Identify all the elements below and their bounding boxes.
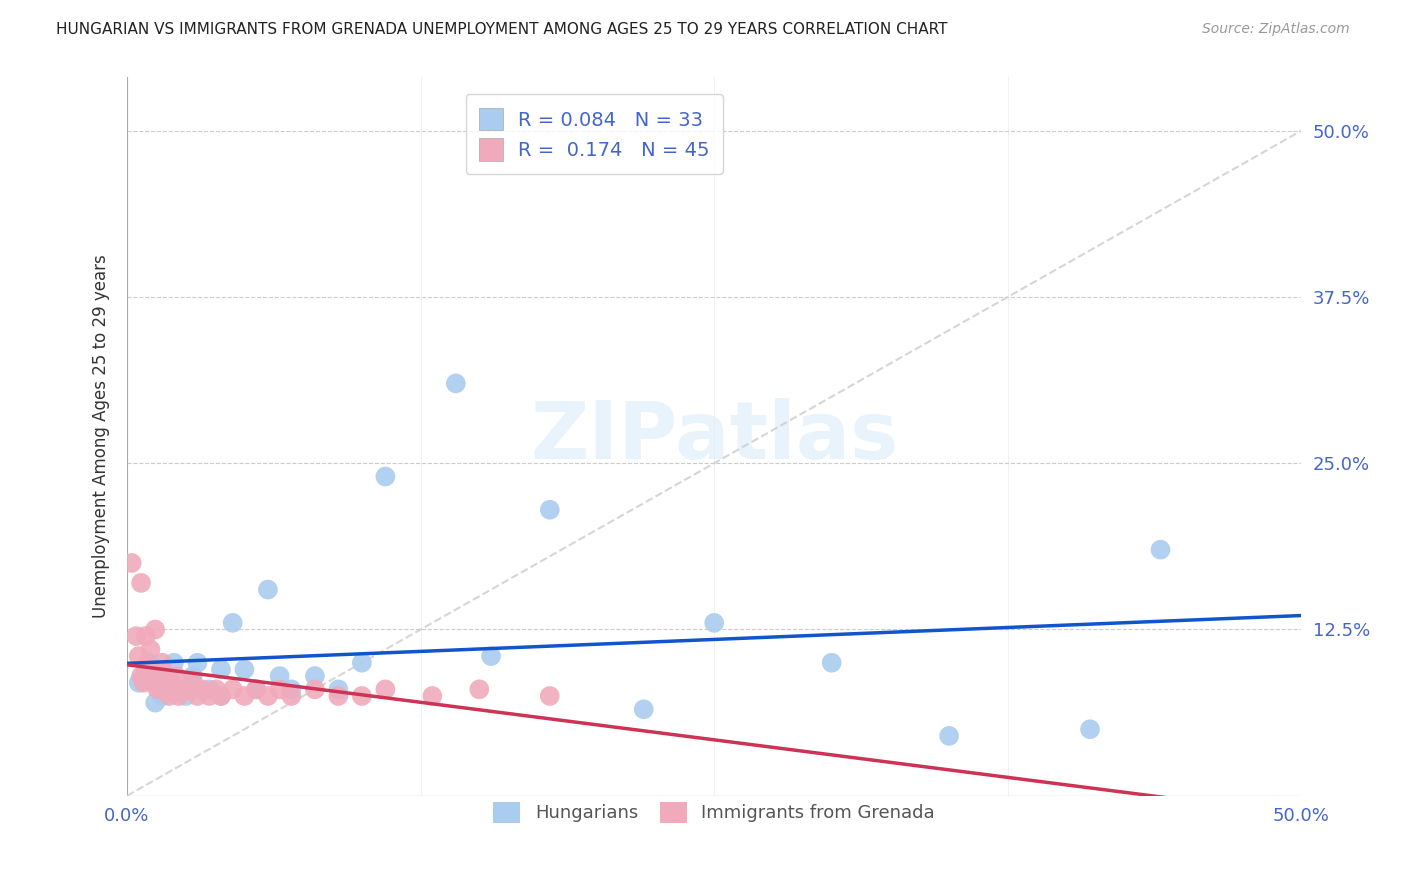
Text: HUNGARIAN VS IMMIGRANTS FROM GRENADA UNEMPLOYMENT AMONG AGES 25 TO 29 YEARS CORR: HUNGARIAN VS IMMIGRANTS FROM GRENADA UNE…	[56, 22, 948, 37]
Point	[538, 502, 561, 516]
Point	[198, 689, 221, 703]
Point	[186, 689, 208, 703]
Point	[269, 682, 291, 697]
Point	[181, 675, 204, 690]
Point	[209, 689, 232, 703]
Point	[222, 682, 245, 697]
Point	[157, 689, 180, 703]
Point	[146, 682, 169, 697]
Point	[257, 582, 280, 597]
Point	[633, 702, 655, 716]
Point	[160, 675, 183, 690]
Point	[121, 556, 143, 570]
Point	[374, 469, 396, 483]
Point	[1078, 723, 1101, 737]
Point	[153, 682, 176, 697]
Point	[245, 682, 267, 697]
Point	[328, 689, 350, 703]
Point	[1149, 542, 1171, 557]
Point	[328, 682, 350, 697]
Point	[304, 682, 326, 697]
Point	[150, 689, 173, 703]
Point	[191, 682, 214, 697]
Point	[181, 669, 204, 683]
Point	[350, 656, 373, 670]
Y-axis label: Unemployment Among Ages 25 to 29 years: Unemployment Among Ages 25 to 29 years	[93, 255, 110, 618]
Point	[468, 682, 491, 697]
Point	[374, 682, 396, 697]
Point	[209, 662, 232, 676]
Legend: Hungarians, Immigrants from Grenada: Hungarians, Immigrants from Grenada	[486, 795, 942, 830]
Point	[703, 615, 725, 630]
Point	[209, 689, 232, 703]
Point	[167, 682, 190, 697]
Point	[186, 656, 208, 670]
Point	[135, 669, 157, 683]
Point	[280, 689, 302, 703]
Point	[479, 649, 502, 664]
Point	[143, 669, 166, 683]
Point	[198, 682, 221, 697]
Point	[269, 669, 291, 683]
Point	[125, 629, 148, 643]
Point	[350, 689, 373, 703]
Point	[128, 675, 150, 690]
Point	[150, 675, 173, 690]
Point	[821, 656, 844, 670]
Point	[150, 656, 173, 670]
Point	[135, 629, 157, 643]
Point	[143, 623, 166, 637]
Point	[143, 696, 166, 710]
Point	[233, 662, 256, 676]
Point	[163, 682, 186, 697]
Point	[149, 662, 172, 676]
Point	[129, 669, 152, 683]
Point	[156, 669, 179, 683]
Point	[157, 682, 180, 697]
Point	[163, 656, 186, 670]
Point	[139, 662, 162, 676]
Text: Source: ZipAtlas.com: Source: ZipAtlas.com	[1202, 22, 1350, 37]
Point	[444, 376, 467, 391]
Point	[174, 682, 197, 697]
Point	[938, 729, 960, 743]
Point	[222, 615, 245, 630]
Point	[257, 689, 280, 703]
Point	[135, 662, 157, 676]
Text: ZIPatlas: ZIPatlas	[530, 398, 898, 475]
Point	[245, 682, 267, 697]
Point	[142, 675, 165, 690]
Point	[128, 649, 150, 664]
Point	[165, 669, 187, 683]
Point	[233, 689, 256, 703]
Point	[132, 675, 155, 690]
Point	[205, 682, 228, 697]
Point	[139, 642, 162, 657]
Point	[280, 682, 302, 697]
Point	[174, 689, 197, 703]
Point	[136, 656, 159, 670]
Point	[167, 689, 190, 703]
Point	[538, 689, 561, 703]
Point	[304, 669, 326, 683]
Point	[129, 576, 152, 591]
Point	[422, 689, 444, 703]
Point	[139, 662, 162, 676]
